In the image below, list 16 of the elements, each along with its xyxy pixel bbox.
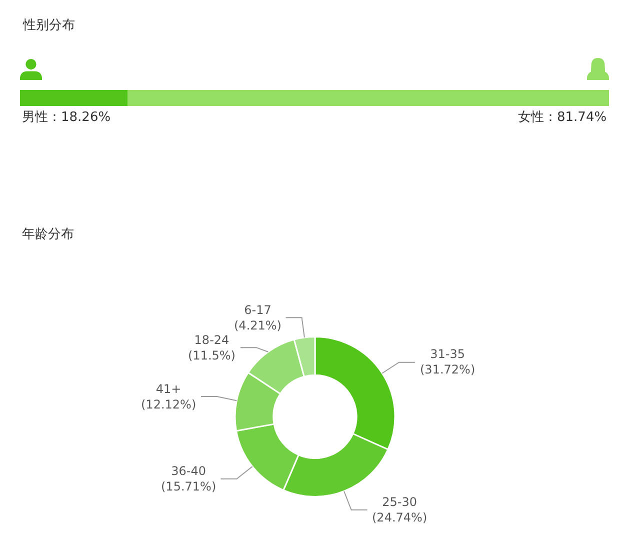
slice-label: 6-17: [244, 303, 272, 317]
data-label: 女性：81.74%: [518, 110, 607, 125]
data-label: (15.71%): [161, 480, 216, 494]
chart-title: 性别分布: [22, 18, 75, 33]
slice-label: 31-35: [430, 347, 465, 361]
slice-label: 18-24: [194, 333, 230, 347]
data-label: (4.21%): [234, 318, 282, 333]
chart-title: 年龄分布: [22, 227, 74, 242]
data-label: (24.74%): [372, 510, 428, 525]
data-label: (31.72%): [420, 362, 476, 377]
slice-label: 36-40: [171, 464, 206, 478]
slice-label: 25-30: [382, 495, 417, 509]
data-label: 男性：18.26%: [22, 110, 111, 125]
data-label: (12.12%): [141, 398, 196, 412]
data-label: (11.5%): [188, 348, 236, 363]
slice-label: 41+: [156, 382, 182, 396]
